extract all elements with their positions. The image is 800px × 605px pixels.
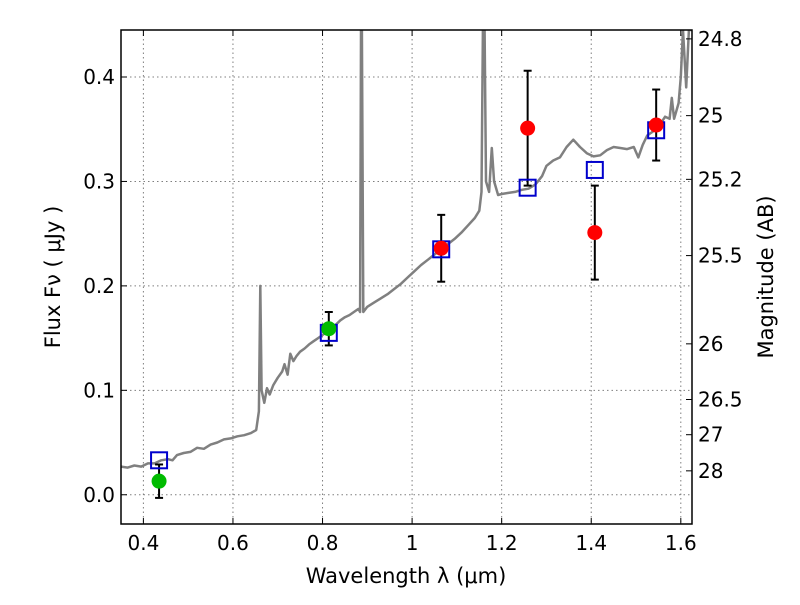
axis-ticks: 0.4 0.6 0.8 1 1.2 1.4 1.6 0.0 0.1 0.2 0.3 0.4 24.8 25…: [83, 27, 742, 555]
y2-tick-label: 25.5: [698, 244, 743, 268]
x-tick-label: 1: [406, 531, 419, 555]
y2-tick-label: 28: [698, 459, 723, 483]
y-tick-label: 0.1: [83, 378, 115, 402]
x-tick-label: 0.6: [217, 531, 249, 555]
y2-tick-label: 25.2: [698, 167, 743, 191]
y-tick-label: 0.3: [83, 169, 115, 193]
y2-tick-label: 26: [698, 332, 723, 356]
x-tick-label: 1.2: [486, 531, 518, 555]
plot-frame: [120, 29, 693, 525]
model-point-square: [585, 160, 604, 179]
y-tick-label: 0.2: [83, 274, 115, 298]
grid-lines: [121, 30, 692, 524]
y-tick-label: 0.0: [83, 483, 115, 507]
x-tick-label: 1.6: [665, 531, 697, 555]
spectrum-line: [121, 30, 692, 469]
x-tick-label: 1.4: [575, 531, 607, 555]
x-tick-label: 0.8: [307, 531, 339, 555]
y2-tick-label: 25: [698, 104, 723, 128]
x-axis-title: Wavelength λ (μm): [306, 564, 507, 588]
photometry-point: [587, 225, 603, 241]
y-tick-label: 0.4: [83, 65, 115, 89]
y2-tick-label: 26.5: [698, 388, 743, 412]
plot-area: [121, 30, 692, 499]
x-tick-label: 0.4: [127, 531, 159, 555]
y2-tick-label: 27: [698, 423, 723, 447]
y-axis-title: Flux Fν ( μJy ): [41, 206, 65, 349]
photometry-point: [151, 473, 167, 489]
model-point-square: [150, 451, 169, 470]
model-point-square: [518, 178, 537, 197]
photometry-point: [520, 120, 536, 136]
y2-axis-title: Magnitude (AB): [754, 195, 778, 358]
photometry-point: [433, 240, 449, 256]
y2-tick-label: 24.8: [698, 27, 743, 51]
photometry-point: [321, 321, 337, 337]
photometry-point: [648, 117, 664, 133]
